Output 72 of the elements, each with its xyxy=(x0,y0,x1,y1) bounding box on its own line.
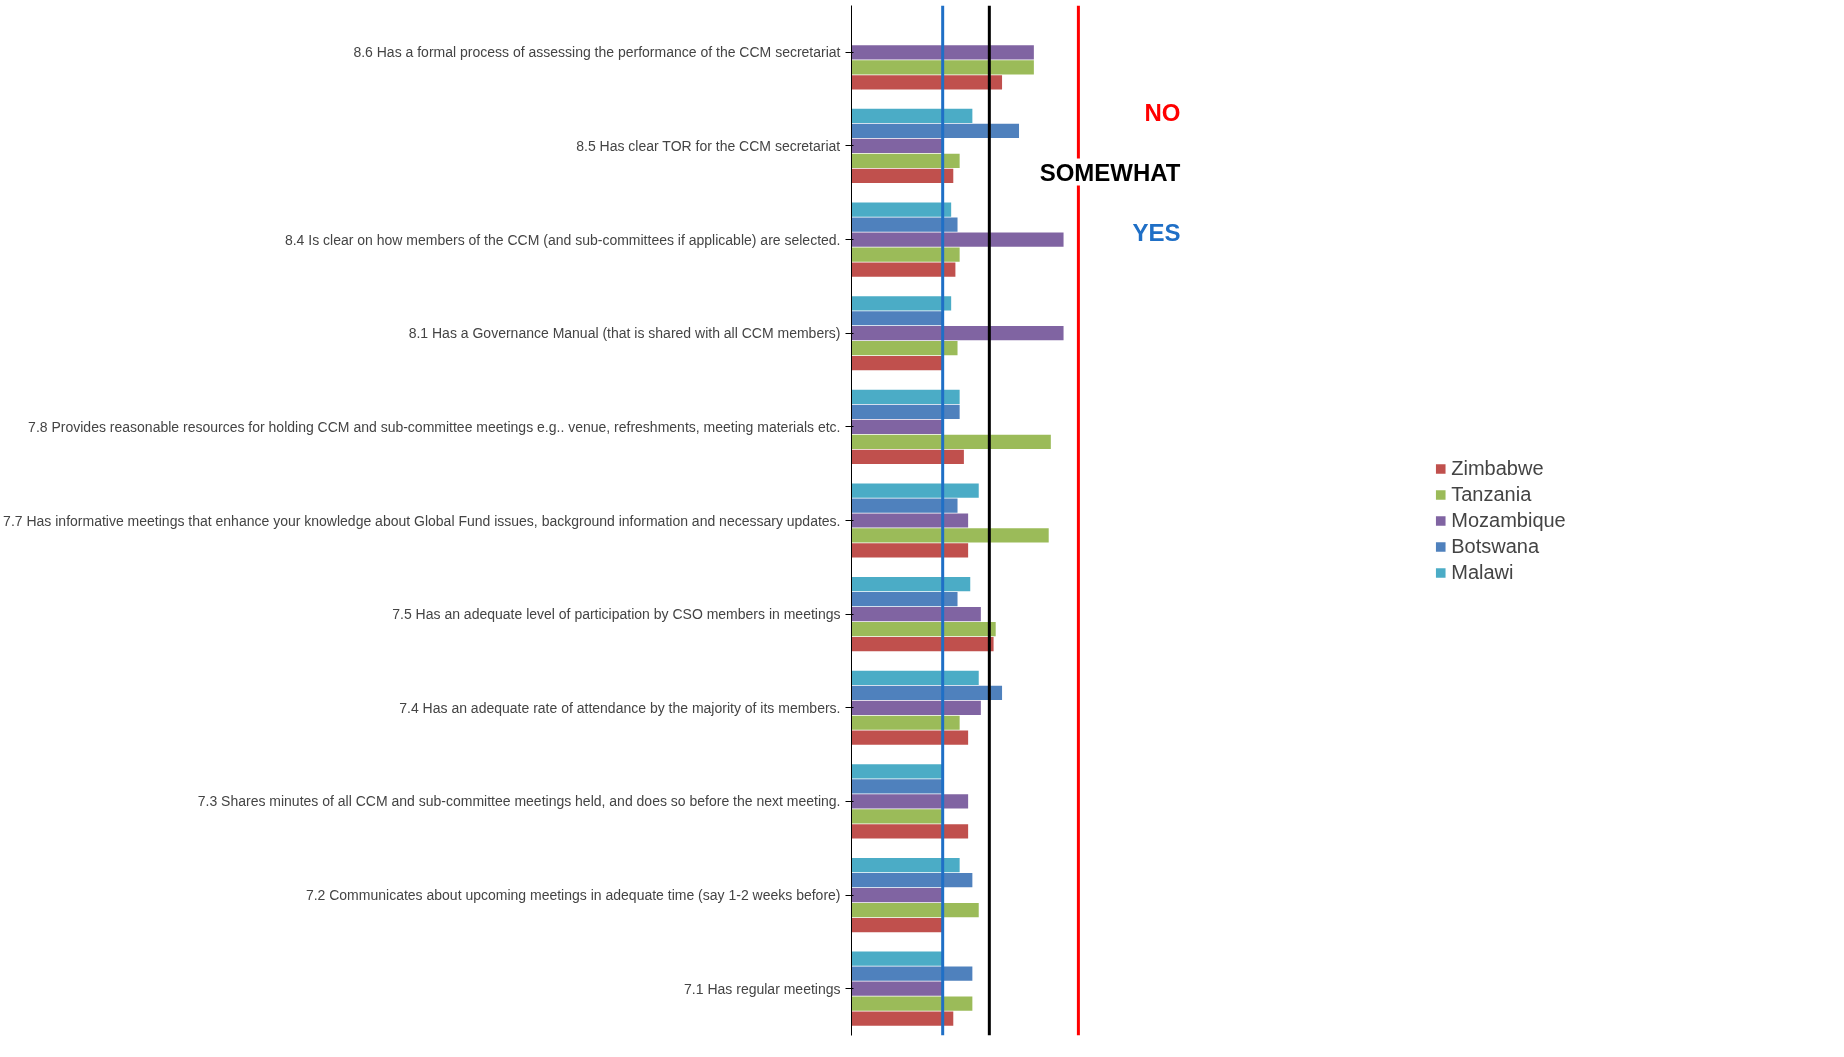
legend-label: Zimbabwe xyxy=(1451,456,1544,480)
bar xyxy=(851,434,1051,449)
bar xyxy=(851,607,981,622)
bar xyxy=(851,577,971,592)
bar xyxy=(851,981,943,996)
bar xyxy=(851,872,973,888)
y-tick-label: 7.7 Has informative meetings that enhance your knowledge about Global Fund issues, background information and necessary updates. xyxy=(3,512,841,529)
bar xyxy=(851,966,973,981)
ref-line-label: YES xyxy=(1132,218,1181,246)
ref-line-label: NO xyxy=(1144,98,1181,126)
bar xyxy=(851,419,943,434)
bar xyxy=(851,1011,954,1026)
bar xyxy=(851,887,943,903)
bar xyxy=(851,902,979,918)
bar xyxy=(851,543,969,558)
y-tick-label: 8.6 Has a formal process of assessing the performance of the CCM secretariat xyxy=(353,44,841,61)
bar xyxy=(851,138,943,154)
y-tick-label: 7.8 Provides reasonable resources for holding CCM and sub-committee meetings e.g.. venue, refreshments, meeting materials etc. xyxy=(28,418,841,435)
bar xyxy=(851,389,960,405)
bar xyxy=(851,951,943,966)
bar xyxy=(851,764,943,779)
bar xyxy=(851,636,994,652)
bar xyxy=(851,45,1034,60)
bar xyxy=(851,262,956,277)
ref-line-label: SOMEWHAT xyxy=(1039,158,1181,186)
bar xyxy=(851,779,943,794)
bar xyxy=(851,202,952,217)
legend-label: Malawi xyxy=(1451,560,1514,584)
bar xyxy=(851,857,960,873)
bar xyxy=(851,311,943,326)
bar xyxy=(851,824,969,839)
legend-label: Tanzania xyxy=(1451,482,1532,506)
y-tick-label: 7.5 Has an adequate level of participation by CSO members in meetings xyxy=(392,606,841,623)
bar xyxy=(851,75,1003,90)
bar xyxy=(851,153,960,169)
y-tick-label: 7.2 Communicates about upcoming meetings in adequate time (say 1-2 weeks before) xyxy=(305,887,841,904)
bar xyxy=(851,794,969,809)
bar xyxy=(851,232,1064,247)
bar xyxy=(851,592,958,607)
bar xyxy=(851,483,979,498)
bar xyxy=(851,326,1064,341)
bar xyxy=(851,809,943,824)
bar xyxy=(851,996,973,1011)
legend-label: Botswana xyxy=(1451,534,1540,558)
bar xyxy=(851,60,1034,75)
y-tick-label: 8.5 Has clear TOR for the CCM secretariat xyxy=(576,137,841,154)
bar xyxy=(851,296,952,311)
y-tick-label: 7.3 Shares minutes of all CCM and sub-committee meetings held, and does so before the next meeting. xyxy=(197,793,841,810)
bar xyxy=(851,404,960,419)
bar xyxy=(851,700,981,715)
bar xyxy=(851,341,958,356)
bar xyxy=(851,917,943,933)
bar xyxy=(851,356,943,371)
y-tick-label: 7.1 Has regular meetings xyxy=(684,980,841,997)
bar xyxy=(851,730,969,745)
bar xyxy=(851,670,979,685)
bar xyxy=(851,622,996,637)
bar xyxy=(851,108,973,124)
bar xyxy=(851,715,960,730)
bar xyxy=(851,123,1020,139)
bar xyxy=(851,217,958,232)
y-tick-label: 8.4 Is clear on how members of the CCM (and sub-committees if applicable) are selected. xyxy=(284,231,841,248)
bar xyxy=(851,528,1049,543)
y-tick-label: 8.1 Has a Governance Manual (that is shared with all CCM members) xyxy=(408,325,841,342)
bar xyxy=(851,449,964,464)
bar xyxy=(851,685,1003,700)
bar xyxy=(851,498,958,513)
bar xyxy=(851,168,954,184)
y-tick-label: 7.4 Has an adequate rate of attendance by the majority of its members. xyxy=(399,699,841,716)
bar xyxy=(851,513,969,528)
legend-label: Mozambique xyxy=(1451,508,1566,532)
bar xyxy=(851,247,960,262)
